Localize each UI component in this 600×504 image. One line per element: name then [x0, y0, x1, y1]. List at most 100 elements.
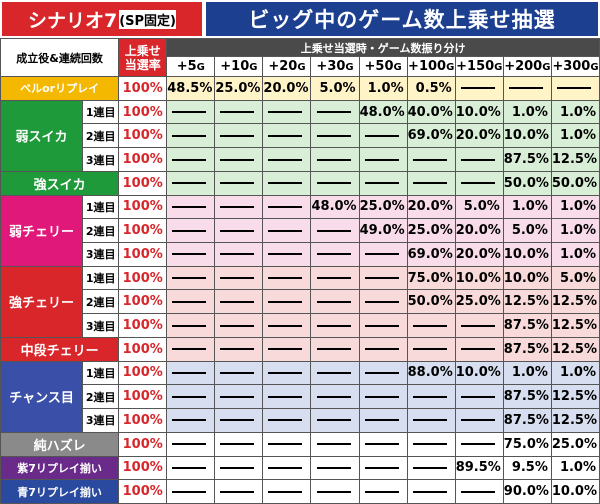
distribution-value: 1.0% [502, 360, 552, 386]
dash-mark [364, 443, 399, 446]
table-row: 2連目 100% 87.5% 12.5% [1, 384, 600, 410]
empty-cell [262, 384, 312, 410]
empty-cell [214, 218, 264, 244]
dash-mark [460, 348, 495, 351]
distribution-value: 10.0% [502, 242, 552, 267]
empty-cell [166, 194, 216, 220]
dash-mark [172, 158, 207, 161]
empty-cell [310, 123, 360, 149]
distribution-value: 87.5% [502, 408, 552, 433]
table-row: 3連目 100% 69.0% 20.0% 10.0% 1.0% [1, 242, 600, 267]
distribution-value: 10.0% [454, 360, 504, 386]
distribution-header: 上乗せ当選時・ゲーム数振り分け [166, 38, 600, 57]
dash-mark [364, 253, 399, 256]
dash-mark [460, 419, 495, 422]
dash-mark [220, 253, 255, 256]
distribution-value: 40.0% [406, 99, 456, 125]
column-header-unit: G [542, 62, 551, 73]
empty-cell [262, 218, 312, 244]
dash-mark [316, 111, 351, 114]
dash-mark [316, 253, 351, 256]
win-rate: 100% [118, 408, 168, 433]
win-rate: 100% [118, 360, 168, 386]
empty-cell [262, 170, 312, 196]
dash-mark [172, 253, 207, 256]
dash-mark [364, 371, 399, 374]
empty-cell [214, 99, 264, 125]
empty-cell [310, 170, 360, 196]
dash-mark [364, 466, 399, 469]
distribution-value: 5.0% [454, 194, 504, 220]
dash-mark [172, 182, 207, 185]
empty-cell [550, 76, 600, 101]
win-rate: 100% [118, 194, 168, 220]
dash-mark [268, 419, 303, 422]
chain-count: 2連目 [82, 218, 120, 244]
scenario-title: シナリオ7 (SP固定) [0, 0, 204, 38]
dash-mark [172, 111, 207, 114]
distribution-value: 12.5% [502, 289, 552, 315]
table-row: 青7リプレイ揃い 100% 90.0% 10.0% [0, 479, 600, 504]
distribution-value: 20.0% [454, 218, 504, 244]
empty-cell [454, 431, 504, 457]
empty-cell [454, 170, 504, 196]
empty-cell [358, 479, 408, 504]
distribution-value: 1.0% [502, 194, 552, 220]
empty-cell [262, 242, 312, 267]
role-name: 弱チェリー [0, 194, 84, 267]
empty-cell [214, 408, 264, 433]
chain-count: 2連目 [82, 289, 120, 315]
empty-cell [166, 123, 216, 149]
distribution-value: 20.0% [406, 194, 456, 220]
distribution-value: 5.0% [502, 218, 552, 244]
distribution-value: 25.0% [454, 289, 504, 315]
table-row: 強チェリー 1連目 100% 75.0% 10.0% 10.0% 5.0% [0, 265, 600, 338]
empty-cell [358, 265, 408, 291]
win-rate: 100% [118, 242, 168, 267]
column-header: +100G [406, 56, 456, 77]
column-header: +30G [310, 56, 360, 77]
dash-mark [172, 277, 207, 280]
dash-mark [460, 87, 495, 90]
distribution-value: 10.0% [454, 99, 504, 125]
dash-mark [412, 443, 447, 446]
empty-cell [166, 455, 216, 481]
empty-cell [166, 384, 216, 410]
role-name: 強チェリー [0, 265, 84, 338]
dash-mark [316, 277, 351, 280]
dash-mark [268, 111, 303, 114]
dash-mark [316, 371, 351, 374]
empty-cell [214, 360, 264, 386]
dash-mark [220, 466, 255, 469]
win-rate: 100% [118, 147, 168, 172]
dash-mark [268, 300, 303, 303]
empty-cell [310, 289, 360, 315]
role-header: 成立役&連続回数 [0, 38, 120, 77]
empty-cell [166, 147, 216, 172]
dash-mark [172, 443, 207, 446]
empty-cell [214, 242, 264, 267]
column-header-value: +150 [456, 59, 495, 74]
dash-mark [220, 205, 255, 208]
win-rate: 100% [118, 336, 168, 362]
role-name: 青7リプレイ揃い [0, 479, 120, 504]
empty-cell [358, 384, 408, 410]
distribution-value: 69.0% [406, 242, 456, 267]
dash-mark [556, 87, 591, 90]
dash-mark [316, 490, 351, 493]
empty-cell [214, 455, 264, 481]
role-name: 強スイカ [0, 170, 120, 196]
column-header-value: +10 [220, 59, 250, 74]
empty-cell [454, 336, 504, 362]
distribution-value: 1.0% [550, 218, 600, 244]
dash-mark [172, 466, 207, 469]
column-header: +150G [454, 56, 504, 77]
win-rate: 100% [118, 384, 168, 410]
dash-mark [412, 466, 447, 469]
table-row: 純ハズレ 100% 75.0% 25.0% [0, 431, 600, 457]
chain-count: 3連目 [82, 147, 120, 172]
dash-mark [364, 300, 399, 303]
empty-cell [262, 479, 312, 504]
role-name: 純ハズレ [0, 431, 120, 457]
empty-cell [310, 479, 360, 504]
